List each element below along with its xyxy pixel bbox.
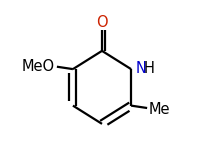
Text: Me: Me xyxy=(149,102,171,117)
Text: MeO: MeO xyxy=(21,59,54,74)
Text: N: N xyxy=(135,61,146,76)
Text: O: O xyxy=(96,15,108,30)
Text: H: H xyxy=(144,61,155,76)
